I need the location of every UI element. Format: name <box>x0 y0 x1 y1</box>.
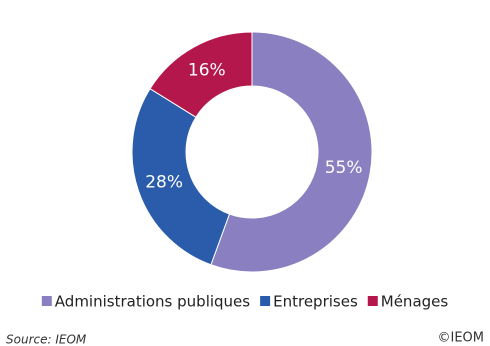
copyright: ©IEOM <box>438 331 485 346</box>
data-label: 55% <box>325 158 363 178</box>
donut-segment <box>131 88 231 266</box>
legend-swatch <box>260 296 271 306</box>
data-label: 16% <box>188 61 226 81</box>
data-label: 28% <box>145 172 183 192</box>
legend-swatch <box>367 296 378 306</box>
legend-label: Ménages <box>381 293 449 311</box>
donut-segment <box>210 31 373 273</box>
legend-label: Administrations publiques <box>55 293 250 311</box>
legend-swatch <box>41 296 52 306</box>
donut-segment <box>149 31 253 118</box>
legend-label: Entreprises <box>273 293 358 311</box>
source: Source: IEOM <box>6 333 87 346</box>
